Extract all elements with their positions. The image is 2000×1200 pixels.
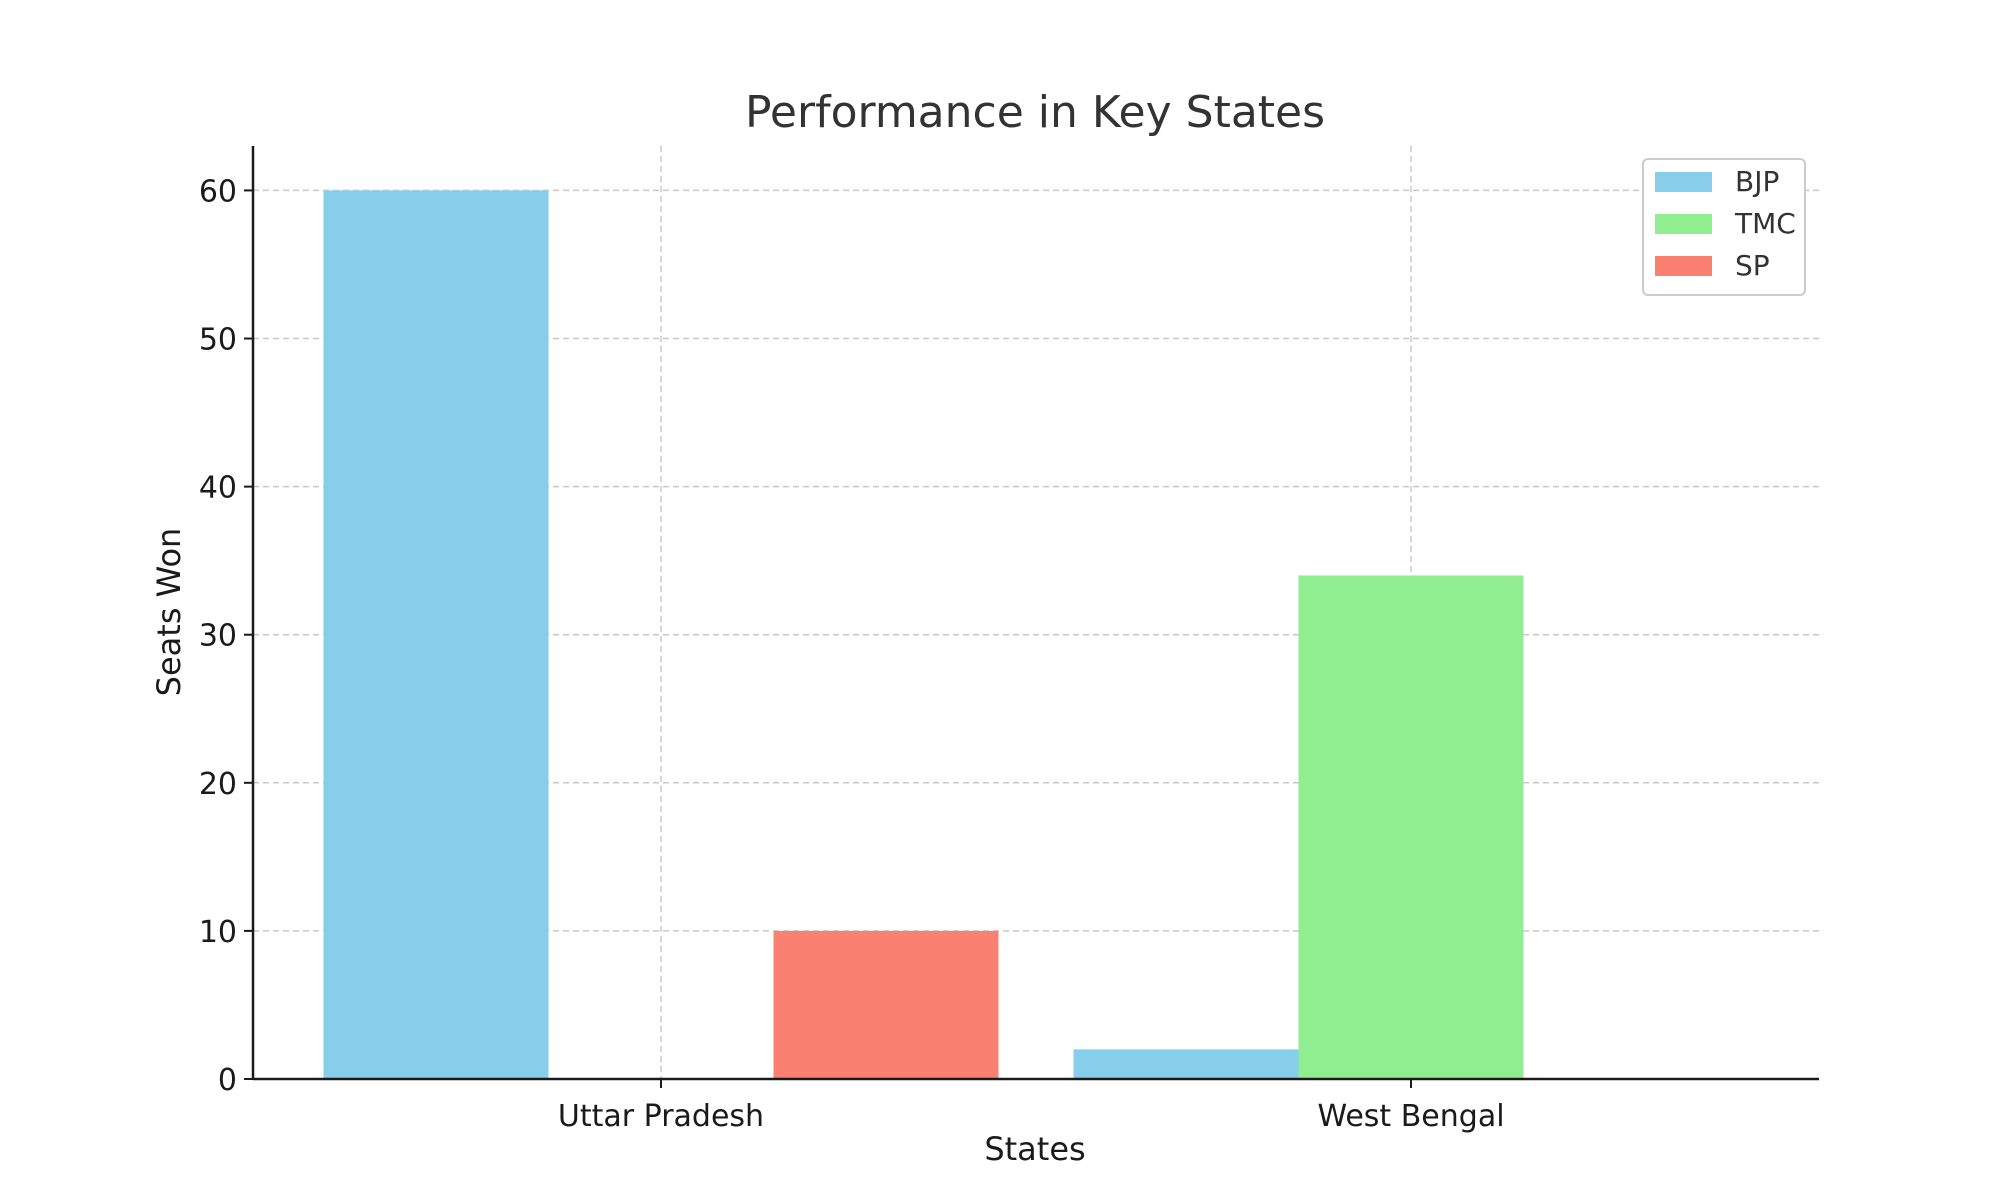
- legend: BJP TMC SP: [1642, 158, 1806, 296]
- y-tick-label: 10: [199, 915, 237, 950]
- chart-title: Performance in Key States: [745, 87, 1325, 138]
- legend-label-sp: SP: [1735, 249, 1770, 282]
- y-tick-label: 40: [199, 471, 237, 506]
- legend-swatch-sp: [1655, 256, 1712, 276]
- legend-swatch-bjp: [1655, 172, 1712, 192]
- x-axis-label: States: [984, 1130, 1085, 1168]
- y-tick-label: 50: [199, 323, 237, 358]
- y-tick-label: 20: [199, 767, 237, 802]
- y-tick-label: 60: [199, 174, 237, 209]
- y-tick-label: 0: [218, 1063, 237, 1098]
- legend-swatch-tmc: [1655, 214, 1712, 234]
- bar-tmc-1: [1298, 575, 1524, 1079]
- axes: [251, 146, 1819, 1081]
- x-tick-label: West Bengal: [1317, 1099, 1504, 1134]
- bars: [323, 190, 1524, 1079]
- bar-bjp-1: [1073, 1049, 1299, 1079]
- bar-bjp-0: [323, 190, 549, 1079]
- bar-sp-0: [773, 930, 999, 1079]
- legend-label-bjp: BJP: [1735, 165, 1779, 198]
- ticks: 0 10 20 30 40 50 60 Uttar Pradesh West Bengal: [199, 174, 1505, 1134]
- legend-label-tmc: TMC: [1734, 207, 1796, 240]
- x-tick-label: Uttar Pradesh: [558, 1099, 764, 1134]
- y-axis-label: Seats Won: [150, 528, 188, 697]
- y-tick-label: 30: [199, 619, 237, 654]
